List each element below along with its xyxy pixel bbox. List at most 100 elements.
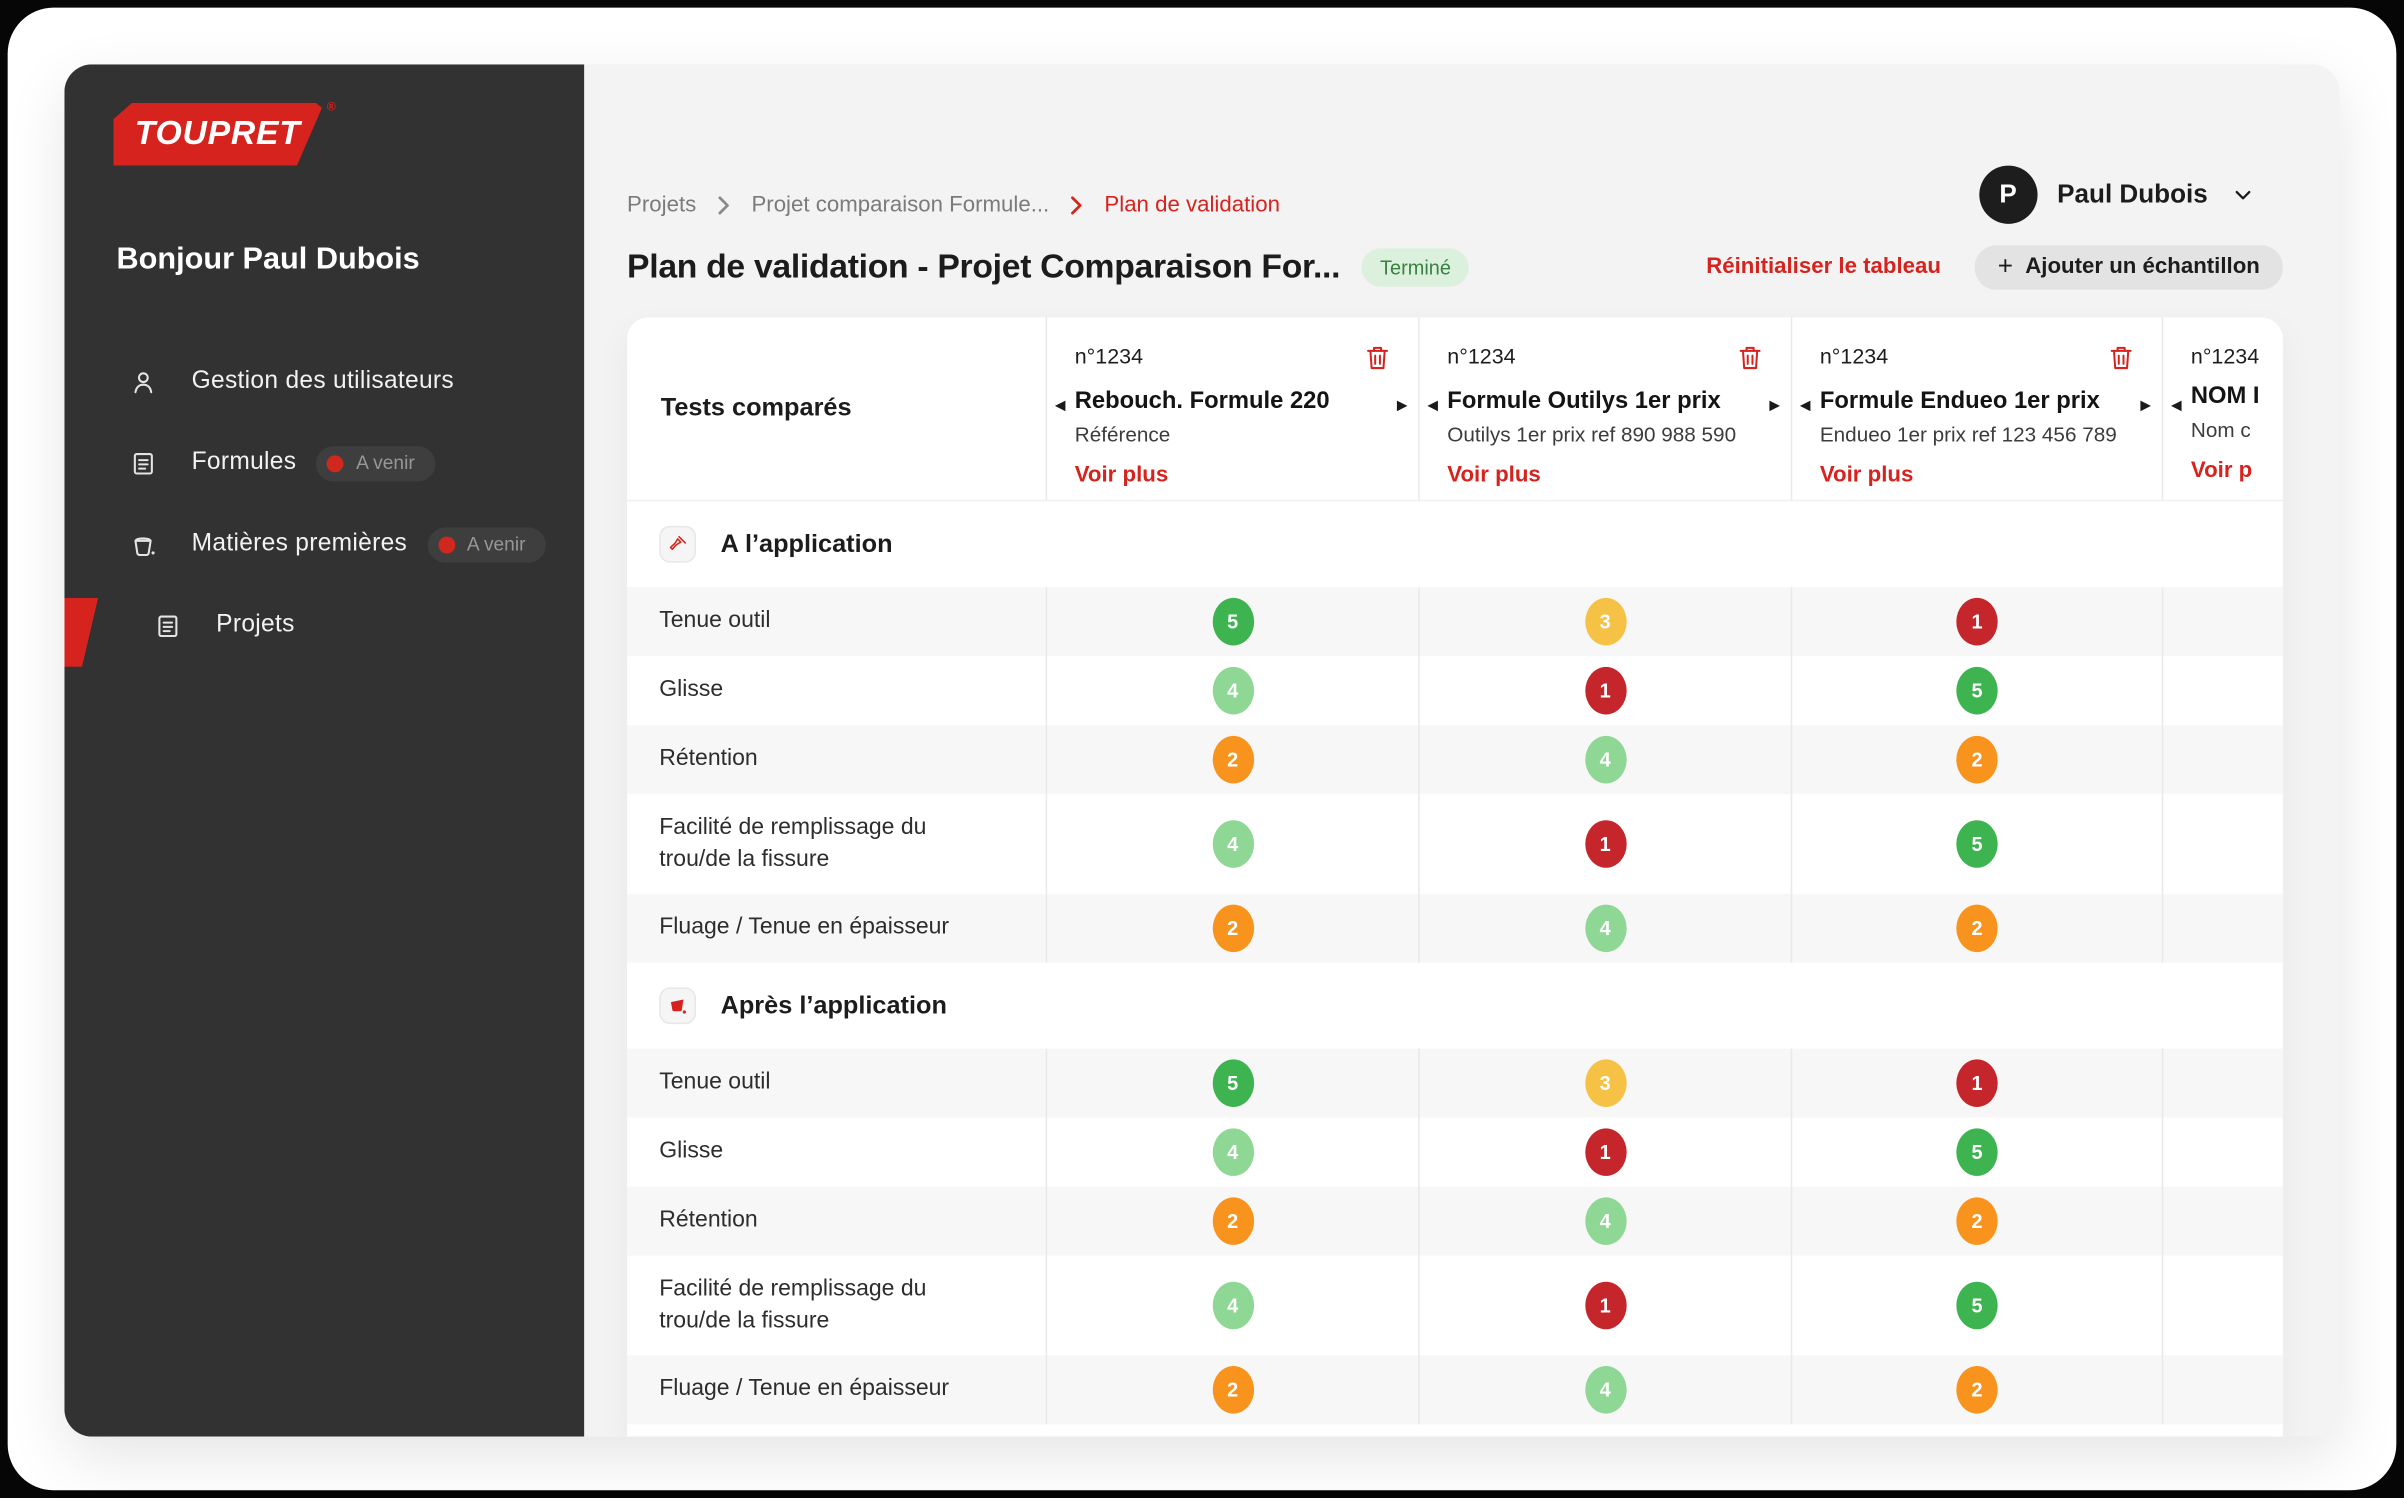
score-cell: 3: [1418, 587, 1791, 657]
score-cell: 2: [1045, 1355, 1419, 1425]
trash-icon[interactable]: [1365, 343, 1391, 372]
breadcrumb: Projets Projet comparaison Formule... Plan…: [627, 193, 1280, 218]
score-cell-clipped: [2161, 656, 2283, 726]
coming-soon-label: A venir: [466, 533, 526, 556]
breadcrumb-item-projet-comparaison-formule[interactable]: Projet comparaison Formule...: [751, 193, 1050, 218]
sidebar-item-projets[interactable]: Projets: [64, 592, 584, 659]
score-cell: 2: [1790, 1186, 2162, 1256]
score-badge: 4: [1584, 1197, 1626, 1245]
user-menu[interactable]: P Paul Dubois: [1978, 165, 2254, 224]
paint-bucket-icon: [129, 530, 158, 559]
sample-subtitle: Nom c: [2190, 418, 2251, 442]
prev-sample-arrow-icon[interactable]: ◀: [1054, 397, 1066, 413]
score-cell: 4: [1045, 1117, 1419, 1187]
next-sample-arrow-icon[interactable]: ▶: [2140, 397, 2152, 413]
score-badge: 2: [1956, 1366, 1998, 1414]
sidebar-item-matieres-premieres[interactable]: Matières premières A venir: [64, 511, 584, 578]
logo-text: TOUPRET: [134, 113, 301, 152]
prev-sample-arrow-icon[interactable]: ◀: [1427, 397, 1438, 413]
score-cell: 4: [1418, 725, 1791, 795]
sidebar-item-gestion-des-utilisateurs[interactable]: Gestion des utilisateurs: [64, 348, 584, 415]
score-badge: 1: [1584, 820, 1626, 868]
sidebar-item-formules[interactable]: Formules A venir: [64, 429, 584, 496]
sample-number-row: n°1234: [1447, 343, 1763, 372]
voir-plus-link[interactable]: Voir plus: [1447, 463, 1541, 488]
score-badge: 4: [1211, 1281, 1254, 1330]
table-row: Rétention 2 4 2: [627, 725, 2283, 795]
score-cell: 2: [1790, 725, 2162, 795]
score-badge: 1: [1584, 1128, 1626, 1176]
criterion-label: Tenue outil: [627, 587, 1046, 656]
voir-plus-link[interactable]: Voir p: [2190, 458, 2253, 483]
score-cell: 1: [1790, 1048, 2162, 1118]
voir-plus-link[interactable]: Voir plus: [1074, 463, 1169, 488]
voir-plus-link[interactable]: Voir plus: [1819, 463, 1914, 488]
chevron-right-icon: [718, 196, 730, 215]
criterion-text: Fluage / Tenue en épaisseur: [659, 914, 950, 941]
criterion-text: Rétention: [659, 745, 758, 772]
coming-soon-badge: A venir: [316, 445, 435, 481]
chevron-down-icon[interactable]: [2232, 184, 2253, 205]
paint-bucket-filled-icon: [659, 987, 697, 1025]
score-cell: 4: [1418, 893, 1791, 963]
score-cell: 5: [1790, 794, 2162, 894]
score-badge: 4: [1211, 666, 1254, 715]
score-cell: 2: [1045, 725, 1419, 795]
sample-column-header-1: n°1234 ◀ Rebouch. Formule 220 Référence Voir…: [1045, 317, 1419, 500]
next-sample-arrow-icon[interactable]: ▶: [1769, 397, 1780, 413]
prev-sample-arrow-icon[interactable]: ◀: [2170, 397, 2182, 413]
score-cell: 1: [1418, 656, 1791, 726]
sample-column-header-4: n°1234 ◀ NOM I Nom c Voir p: [2161, 317, 2283, 500]
page-title: Plan de validation - Projet Comparaison …: [627, 246, 1341, 286]
criterion-text: Rétention: [659, 1207, 758, 1234]
score-badge: 5: [1211, 597, 1254, 646]
prev-sample-arrow-icon[interactable]: ◀: [1799, 397, 1811, 413]
score-cell: 5: [1790, 1117, 2162, 1187]
document-icon: [153, 611, 182, 640]
score-cell: 1: [1418, 1117, 1791, 1187]
score-cell: 2: [1790, 893, 2162, 963]
criterion-label: Facilité de remplissage du trou/de la fi…: [627, 794, 1046, 894]
score-cell-clipped: [2161, 587, 2283, 657]
add-sample-label: Ajouter un échantillon: [2025, 254, 2260, 280]
score-cell: 2: [1045, 1186, 1419, 1256]
criterion-label: Tenue outil: [627, 1049, 1046, 1118]
sidebar: TOUPRET ® Bonjour Paul Dubois Gestion de…: [64, 64, 585, 1437]
sample-number-row: n°1234: [1820, 343, 2134, 372]
score-badge: 2: [1956, 735, 1998, 784]
table-row: Glisse 4 1 5: [627, 656, 2283, 726]
score-cell: 4: [1045, 656, 1419, 726]
score-cell: 3: [1418, 1048, 1791, 1118]
user-name: Paul Dubois: [2057, 179, 2208, 209]
score-badge: 3: [1584, 1059, 1626, 1107]
criterion-text: Tenue outil: [659, 607, 771, 634]
score-cell: 5: [1790, 1255, 2162, 1356]
section-title: A l’application: [720, 529, 893, 558]
criterion-text: Tenue outil: [659, 1069, 771, 1096]
reset-table-link[interactable]: Réinitialiser le tableau: [1706, 254, 1941, 280]
trash-icon[interactable]: [2108, 343, 2134, 372]
criterion-text: Fluage / Tenue en épaisseur: [659, 1375, 950, 1402]
table-row: Fluage / Tenue en épaisseur 2 4 2: [627, 1355, 2283, 1425]
sample-subtitle: Outilys 1er prix ref 890 988 590: [1447, 423, 1737, 447]
score-cell: 1: [1790, 587, 2162, 657]
score-cell: 4: [1418, 1186, 1791, 1256]
next-sample-arrow-icon[interactable]: ▶: [1396, 397, 1408, 413]
breadcrumb-item-projets[interactable]: Projets: [627, 193, 697, 218]
sample-column-header-2: n°1234 ◀ Formule Outilys 1er prix Outilys 1…: [1418, 317, 1791, 500]
avatar: P: [1978, 165, 2038, 224]
criterion-label: Fluage / Tenue en épaisseur: [627, 1355, 1046, 1424]
trash-icon[interactable]: [1737, 343, 1763, 372]
sample-number: n°1234: [1447, 343, 1516, 368]
sample-name: Rebouch. Formule 220: [1074, 387, 1330, 414]
table-header-row: Tests comparés n°1234 ◀ Rebouch. Formule 2…: [627, 317, 2283, 502]
score-cell-clipped: [2161, 1117, 2283, 1187]
tests-column-header: Tests comparés: [660, 394, 852, 422]
score-cell-clipped: [2161, 893, 2283, 963]
sidebar-item-label: Projets: [216, 611, 295, 638]
score-cell: 4: [1418, 1355, 1791, 1425]
add-sample-button[interactable]: + Ajouter un échantillon: [1974, 244, 2283, 290]
score-badge: 4: [1584, 735, 1626, 784]
sidebar-nav: Gestion des utilisateurs Formules A venir M…: [64, 348, 584, 659]
